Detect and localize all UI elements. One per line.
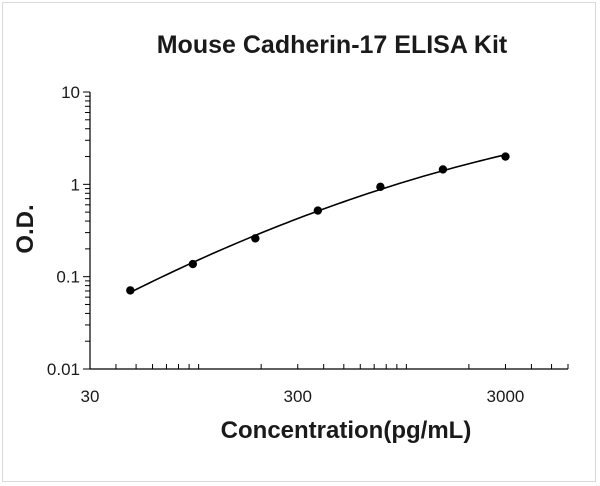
data-point — [126, 286, 135, 295]
data-point — [501, 152, 510, 161]
y-tick-label: 0.01 — [47, 360, 80, 379]
axes — [83, 91, 569, 370]
y-axis-label: O.D. — [12, 204, 39, 253]
y-tick-label: 0.1 — [56, 268, 80, 287]
data-point — [313, 206, 323, 215]
x-tick-label: 3000 — [487, 387, 525, 406]
y-tick-label: 10 — [61, 83, 80, 102]
chart-title: Mouse Cadherin-17 ELISA Kit — [157, 31, 508, 59]
data-point — [438, 165, 448, 174]
x-tick-label: 300 — [284, 387, 312, 406]
data-point — [251, 234, 260, 243]
x-tick-labels: 30 300 3000 — [81, 387, 525, 406]
y-tick-label: 1 — [71, 175, 80, 194]
x-tick-label: 30 — [81, 387, 100, 406]
data-point — [188, 259, 198, 269]
y-tick-labels: 10 1 0.1 0.01 — [47, 83, 80, 379]
x-axis-label: Concentration(pg/mL) — [221, 417, 472, 444]
chart-frame — [2, 2, 596, 482]
data-point — [376, 182, 385, 192]
fit-curve — [129, 153, 506, 294]
data-points — [126, 152, 510, 295]
